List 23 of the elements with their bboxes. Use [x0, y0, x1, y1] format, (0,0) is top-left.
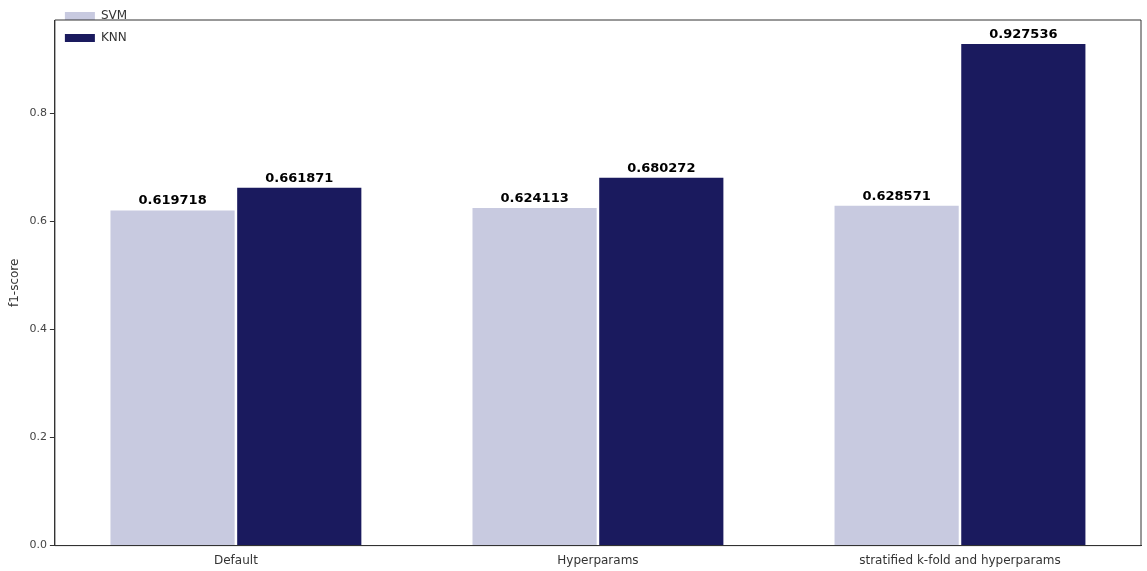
- data-label: 0.628571: [862, 187, 931, 203]
- y-tick-label: 0.0: [29, 538, 47, 552]
- bar: [599, 177, 724, 546]
- y-tick-label: 0.2: [29, 430, 47, 444]
- bar: [237, 187, 362, 546]
- y-tick-label: 0.6: [29, 214, 47, 228]
- bar: [110, 210, 235, 546]
- bar: [834, 205, 959, 546]
- data-label: 0.619718: [138, 192, 207, 208]
- y-tick-label: 0.4: [29, 322, 47, 336]
- x-tick-label: Hyperparams: [557, 552, 639, 567]
- data-label: 0.661871: [265, 169, 334, 185]
- x-tick-label: stratified k-fold and hyperparams: [859, 552, 1061, 567]
- legend-label: KNN: [100, 30, 127, 45]
- bar: [472, 208, 597, 546]
- y-axis-title: f1-score: [7, 258, 22, 308]
- data-label: 0.927536: [989, 25, 1058, 41]
- data-label: 0.680272: [627, 159, 696, 175]
- legend-label: SVM: [100, 8, 128, 23]
- y-tick-label: 0.8: [29, 105, 47, 119]
- data-label: 0.624113: [500, 189, 569, 205]
- bar: [961, 44, 1086, 546]
- x-tick-label: Default: [213, 552, 259, 567]
